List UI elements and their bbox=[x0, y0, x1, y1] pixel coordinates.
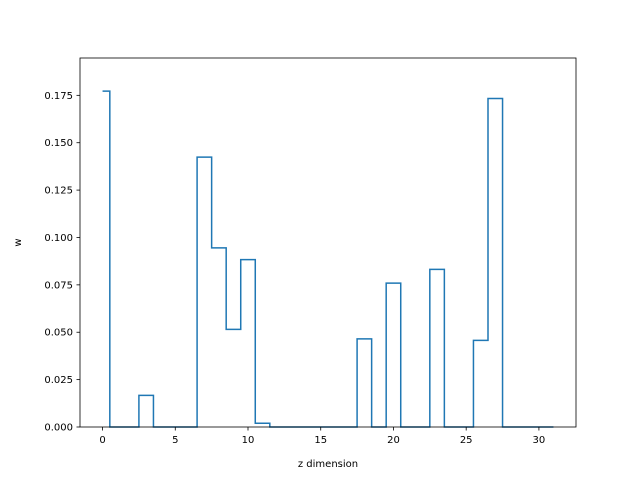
x-tick-label: 5 bbox=[172, 435, 178, 446]
x-axis-label: z dimension bbox=[298, 459, 358, 470]
y-tick-label: 0.050 bbox=[44, 328, 73, 339]
x-axis: 0 5 10 15 20 25 30 bbox=[99, 427, 545, 446]
x-tick-label: 25 bbox=[460, 435, 473, 446]
y-tick-label: 0.100 bbox=[44, 233, 73, 244]
x-tick-label: 20 bbox=[387, 435, 400, 446]
x-tick-label: 0 bbox=[99, 435, 105, 446]
y-axis-label: w bbox=[13, 238, 24, 246]
y-tick-label: 0.025 bbox=[44, 375, 73, 386]
y-tick-label: 0.175 bbox=[44, 91, 73, 102]
y-tick-label: 0.000 bbox=[44, 423, 73, 434]
x-tick-label: 10 bbox=[242, 435, 255, 446]
plot-frame bbox=[79, 57, 577, 428]
y-tick-label: 0.075 bbox=[44, 280, 73, 291]
y-tick-label: 0.150 bbox=[44, 138, 73, 149]
y-axis: 0.000 0.025 0.050 0.075 0.100 0.125 0.150 0.175 bbox=[44, 91, 80, 434]
x-tick-label: 30 bbox=[533, 435, 546, 446]
x-tick-label: 15 bbox=[314, 435, 327, 446]
y-tick-label: 0.125 bbox=[44, 186, 73, 197]
